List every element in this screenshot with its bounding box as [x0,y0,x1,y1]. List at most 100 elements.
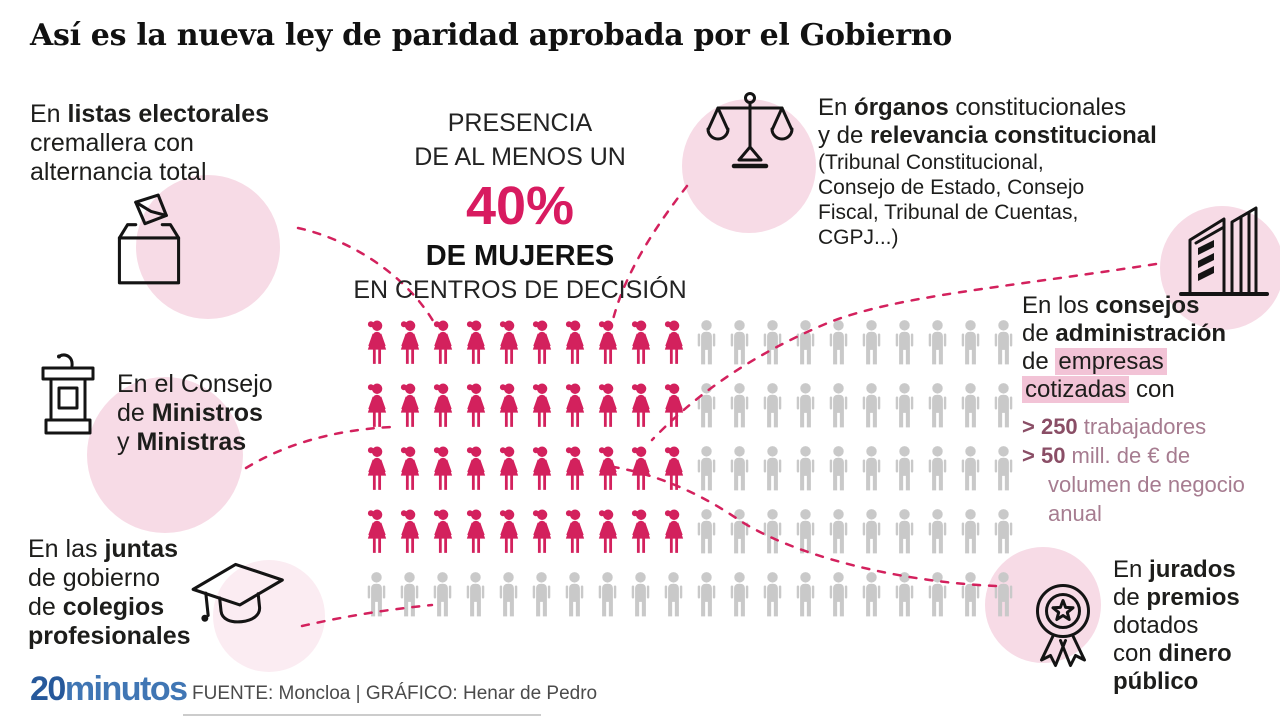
building-circle-bg [1160,206,1280,330]
man-icon [954,507,987,570]
item-consejo-ministros: En el Consejo de Ministros y Ministras [117,370,273,456]
man-icon [657,570,690,633]
man-icon [888,507,921,570]
source-credits: FUENTE: Moncloa | GRÁFICO: Henar de Pedr… [192,683,598,704]
award-circle-bg [985,547,1101,663]
20minutos-logo: 20minutos [30,670,188,709]
man-icon [459,570,492,633]
man-icon [723,381,756,444]
man-icon [954,444,987,507]
woman-icon [558,507,591,570]
woman-icon [624,318,657,381]
man-icon [855,381,888,444]
man-icon [756,381,789,444]
central-line-1: PRESENCIA [447,109,593,137]
man-icon [921,570,954,633]
man-icon [492,570,525,633]
woman-icon [459,507,492,570]
man-icon [723,444,756,507]
man-icon [789,318,822,381]
ballot-box-icon [108,190,190,292]
man-icon [756,507,789,570]
man-icon [822,570,855,633]
man-icon [690,444,723,507]
man-icon [888,570,921,633]
man-icon [921,507,954,570]
man-icon [855,570,888,633]
woman-icon [459,444,492,507]
page-title: Así es la nueva ley de paridad aprobada … [30,18,952,53]
man-icon [855,507,888,570]
item-jurados-premios: En jurados de premios dotados con dinero púb… [1113,556,1240,695]
man-icon [987,381,1020,444]
man-icon [789,570,822,633]
man-icon [393,570,426,633]
central-line-3: DE MUJERES [425,240,615,272]
central-line-4: EN CENTROS DE DECISIÓN [353,276,687,304]
woman-icon [525,444,558,507]
woman-icon [525,381,558,444]
bottom-divider [183,714,541,716]
woman-icon [360,507,393,570]
woman-icon [657,507,690,570]
man-icon [987,318,1020,381]
man-icon [987,570,1020,633]
scales-icon [706,90,794,180]
man-icon [822,318,855,381]
man-icon [756,318,789,381]
man-icon [558,570,591,633]
man-icon [789,507,822,570]
graduation-cap-icon [186,556,292,654]
man-icon [756,444,789,507]
man-icon [954,318,987,381]
woman-icon [360,381,393,444]
woman-icon [591,444,624,507]
woman-icon [558,381,591,444]
man-icon [888,318,921,381]
office-building-icon [1178,196,1270,300]
woman-icon [459,381,492,444]
woman-icon [558,318,591,381]
man-icon [789,444,822,507]
man-icon [723,570,756,633]
woman-icon [657,318,690,381]
woman-icon [360,318,393,381]
logo-part-20: 20 [30,670,66,708]
award-medal-icon [1028,578,1098,674]
man-icon [525,570,558,633]
man-icon [723,507,756,570]
man-icon [822,444,855,507]
woman-icon [393,444,426,507]
percentage-value: 40% [465,176,575,236]
man-icon [624,570,657,633]
man-icon [690,507,723,570]
man-icon [789,381,822,444]
man-icon [822,507,855,570]
woman-icon [657,444,690,507]
lectern-icon [36,352,100,456]
man-icon [723,318,756,381]
woman-icon [624,507,657,570]
woman-icon [426,507,459,570]
central-line-2: DE AL MENOS UN [414,143,626,171]
man-icon [690,381,723,444]
woman-icon [558,444,591,507]
man-icon [591,570,624,633]
woman-icon [624,381,657,444]
man-icon [888,381,921,444]
man-icon [987,507,1020,570]
woman-icon [492,381,525,444]
man-icon [426,570,459,633]
man-icon [954,570,987,633]
logo-part-minutos: minutos [64,670,188,708]
woman-icon [657,381,690,444]
central-statement: PRESENCIA DE AL MENOS UN 40% DE MUJERES … [340,106,700,306]
woman-icon [492,318,525,381]
woman-icon [426,381,459,444]
woman-icon [624,444,657,507]
woman-icon [426,444,459,507]
item-juntas-colegios: En las juntas de gobierno de colegios profe… [28,535,191,650]
man-icon [921,444,954,507]
woman-icon [591,318,624,381]
woman-icon [393,318,426,381]
